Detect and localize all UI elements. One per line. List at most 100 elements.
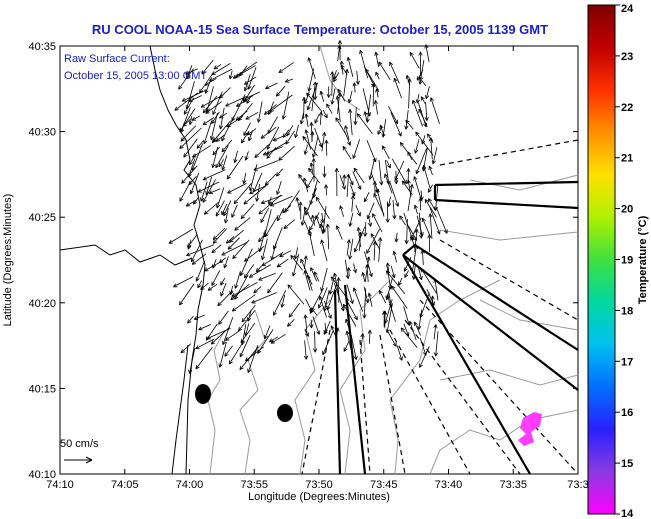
current-vector-head (344, 125, 349, 129)
current-vector-head (400, 327, 405, 330)
current-vector-head (357, 186, 361, 190)
current-vector (404, 270, 409, 278)
current-vector (253, 160, 279, 171)
current-vector (322, 206, 327, 234)
current-vector-head (219, 96, 224, 99)
current-vector-head (349, 109, 353, 113)
current-vector-head (212, 235, 215, 240)
current-timestamp: October 15, 2005 13:00 GMT (64, 70, 207, 82)
current-vector-head (347, 274, 350, 279)
current-vector-head (372, 159, 377, 163)
current-vector-head (357, 80, 360, 85)
current-vector (191, 115, 200, 121)
current-vector-head (203, 139, 205, 144)
colorbar-tick-label: 20 (621, 204, 633, 216)
current-vector-head (277, 265, 282, 268)
x-tick-label: 74:10 (46, 479, 74, 491)
current-vector-head (425, 95, 430, 100)
current-vector-head (225, 219, 229, 224)
current-vector (366, 264, 369, 283)
current-vector-head (310, 201, 314, 205)
current-vector-head (212, 111, 217, 115)
current-vector-head (421, 140, 426, 145)
current-vector-head (229, 361, 233, 365)
current-vector-head (418, 234, 422, 239)
current-vector-head (385, 295, 387, 300)
current-vector (266, 126, 280, 150)
current-vector-head (344, 68, 348, 73)
colorbar-tick-label: 21 (621, 153, 633, 165)
current-vector-head (339, 92, 342, 97)
y-tick-label: 40:10 (28, 469, 56, 481)
coastline-inlet (59, 244, 193, 266)
current-vector-head (300, 120, 304, 125)
current-vector-head (345, 330, 348, 335)
current-vector-head (364, 199, 368, 203)
current-vector (281, 294, 286, 308)
current-vector-head (229, 75, 233, 80)
scale-arrow (64, 456, 93, 464)
current-vector (212, 227, 226, 240)
current-vector-head (269, 110, 274, 112)
current-vector-head (193, 202, 198, 205)
current-vector-head (208, 190, 212, 194)
current-vector (221, 241, 248, 256)
current-vector-head (276, 190, 278, 195)
current-vector-head (231, 292, 235, 297)
current-vector (326, 103, 333, 114)
current-vector-head (181, 179, 184, 184)
current-vector (348, 90, 353, 103)
current-vector (331, 88, 336, 105)
current-vector (206, 328, 231, 340)
current-vector-head (290, 255, 295, 258)
current-vector (223, 200, 232, 217)
current-vector (243, 185, 267, 205)
current-vector-head (238, 118, 243, 122)
current-vector (354, 107, 357, 125)
current-vector-head (304, 314, 308, 319)
current-vector-head (343, 348, 348, 352)
current-vector-head (251, 299, 255, 304)
current-vector-head (219, 364, 223, 368)
current-vector-head (226, 176, 231, 180)
current-vector-head (219, 117, 224, 119)
depth-contour (319, 45, 361, 111)
current-vector (409, 52, 420, 69)
current-vector-head (232, 310, 237, 312)
current-vector (310, 267, 317, 282)
current-vector-head (397, 133, 402, 137)
current-vector-head (234, 284, 236, 289)
current-vector (415, 131, 434, 156)
current-vector-head (241, 96, 246, 101)
current-vector-head (322, 218, 325, 223)
current-vector (413, 176, 422, 201)
current-vector (425, 102, 428, 121)
current-vector (419, 60, 425, 85)
current-vector (303, 97, 305, 119)
current-vector (312, 215, 316, 226)
current-vector (344, 259, 349, 279)
current-vector (398, 277, 403, 286)
current-vector (187, 239, 192, 250)
current-vector (308, 167, 321, 184)
current-vector-head (327, 223, 330, 228)
y-axis-label: Latitude (Degrees:Minutes) (2, 194, 14, 327)
current-vector (229, 70, 233, 80)
current-vector-head (429, 213, 433, 218)
current-vector-head (186, 105, 190, 110)
current-vector-head (368, 175, 371, 180)
current-vector (219, 87, 231, 99)
y-tick-label: 40:25 (28, 212, 56, 224)
current-vector-head (383, 310, 387, 315)
current-vector-head (415, 131, 420, 135)
current-vector-head (300, 201, 303, 206)
current-vector-head (216, 140, 221, 142)
current-vector-head (352, 269, 357, 274)
current-vector-head (326, 103, 331, 107)
current-vector-head (407, 151, 412, 155)
current-vector-head (205, 336, 208, 341)
current-vector-head (422, 352, 427, 356)
current-vector-head (211, 119, 213, 124)
current-vector (179, 283, 195, 306)
current-vector-head (312, 131, 315, 136)
